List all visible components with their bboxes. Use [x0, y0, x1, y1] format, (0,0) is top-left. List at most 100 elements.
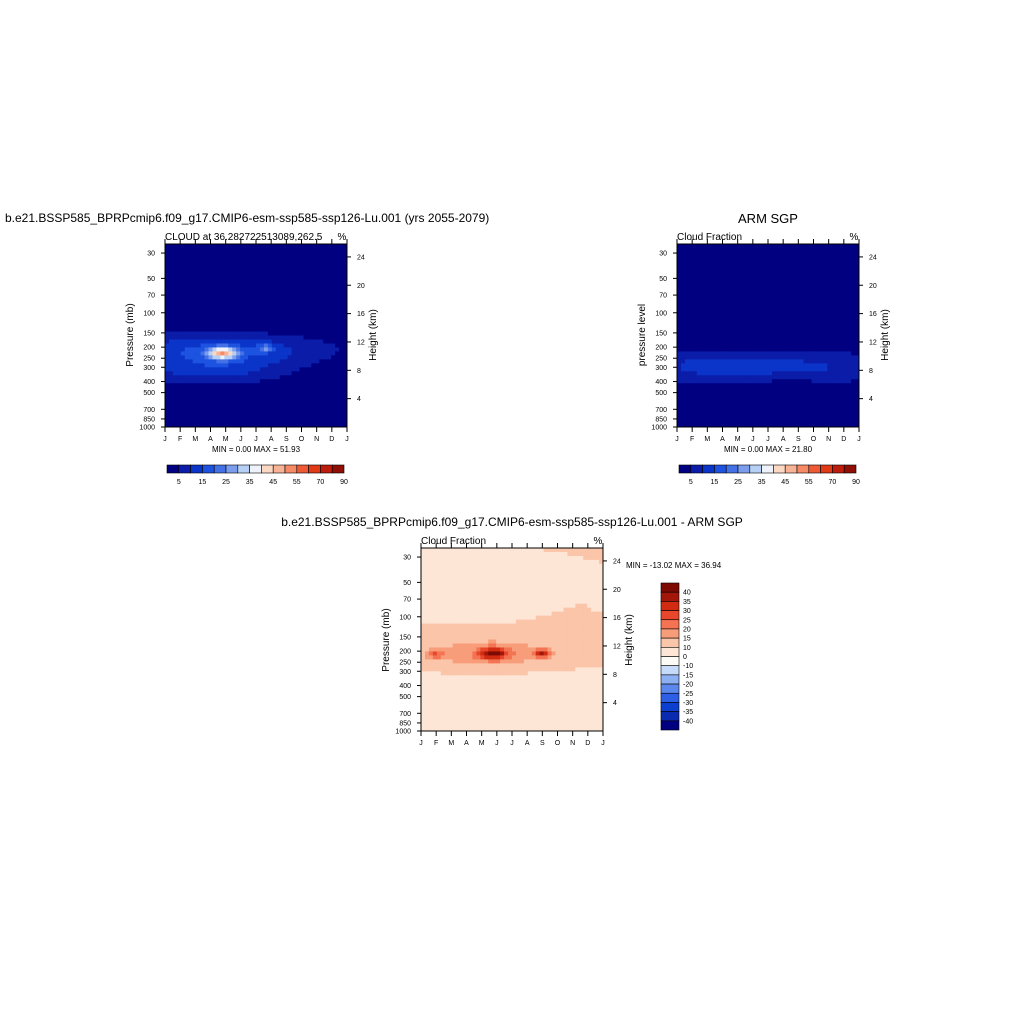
obs-cell [843, 383, 848, 388]
obs-y-tick-label: 500 [655, 390, 667, 397]
model-cell [291, 315, 297, 321]
model-cell [263, 247, 269, 253]
obs-cell [744, 247, 749, 253]
diff-cell [440, 707, 446, 712]
obs-cell [819, 367, 824, 372]
model-cell [295, 399, 301, 404]
obs-cell [775, 307, 781, 313]
model-cell [319, 343, 324, 348]
obs-cell [736, 291, 741, 297]
model-cell [307, 283, 312, 289]
diff-cell [460, 571, 466, 577]
model-cell [327, 271, 332, 277]
diff-cell [432, 719, 438, 724]
model-cell [252, 323, 257, 329]
obs-cell [728, 395, 733, 400]
model-cell [339, 315, 344, 321]
obs-cell [787, 363, 793, 368]
model-colorbar-label: 55 [293, 479, 301, 486]
model-cell [240, 331, 245, 336]
model-cell [180, 287, 186, 293]
model-cell [196, 335, 202, 340]
obs-cell [712, 299, 718, 305]
diff-cell [432, 639, 438, 644]
obs-cell [732, 407, 737, 412]
model-cell [307, 423, 312, 428]
obs-cell [851, 271, 856, 277]
model-cell [311, 295, 316, 301]
model-cell [192, 267, 198, 273]
obs-cell [736, 259, 741, 265]
obs-cell [748, 303, 753, 309]
obs-cell [736, 315, 741, 321]
obs-cell [835, 391, 840, 396]
obs-cell [748, 287, 753, 293]
obs-cell [823, 291, 828, 297]
obs-cell [752, 327, 757, 333]
model-cell [165, 379, 170, 384]
obs-cell [736, 399, 741, 404]
obs-cell [819, 415, 824, 420]
model-cell [176, 411, 182, 416]
model-cell [252, 259, 257, 265]
model-cell [176, 255, 182, 261]
model-cell [319, 303, 324, 309]
obs-cell [815, 271, 820, 277]
model-cell [184, 383, 190, 388]
model-cell [208, 331, 213, 336]
obs-cell [827, 363, 832, 368]
model-cell [176, 383, 182, 388]
model-cell [315, 283, 320, 289]
diff-cell [452, 563, 458, 569]
obs-cell [708, 279, 714, 285]
obs-cell [775, 319, 781, 325]
model-cell [204, 295, 210, 301]
obs-cell [720, 387, 725, 392]
obs-cell [768, 343, 773, 348]
obs-cell [740, 315, 745, 321]
obs-cell [783, 259, 789, 265]
obs-cell [768, 403, 773, 408]
obs-cell [791, 411, 797, 416]
diff-cell [448, 691, 454, 696]
model-cell [196, 371, 202, 376]
obs-cell [764, 395, 769, 400]
diff-cell [440, 627, 446, 633]
obs-cell [803, 287, 809, 293]
diff-cell [440, 659, 446, 664]
model-cell [259, 367, 265, 372]
obs-cell [803, 323, 809, 329]
diff-cell [436, 679, 442, 684]
model-cell [259, 303, 265, 309]
diff-cell [444, 723, 450, 728]
obs-cell [748, 383, 753, 388]
obs-cell [692, 327, 698, 333]
obs-cell [736, 339, 741, 344]
model-cell [319, 415, 324, 420]
model-cell [343, 363, 348, 368]
model-cell [200, 395, 206, 400]
model-cell [295, 315, 301, 321]
model-cell [327, 403, 332, 408]
obs-cell [708, 275, 714, 281]
obs-cell [819, 279, 824, 285]
model-cell [311, 335, 316, 340]
model-cell [232, 259, 237, 265]
model-cell [188, 383, 194, 388]
obs-cell [752, 255, 757, 261]
obs-cell [771, 307, 777, 313]
obs-cell [752, 303, 757, 309]
model-cell [331, 319, 336, 325]
model-cell [323, 335, 328, 340]
obs-cell [684, 251, 690, 257]
obs-cell [787, 419, 793, 424]
model-x-tick-label: F [178, 436, 182, 443]
diff-cell [436, 603, 442, 609]
diff-cell [424, 603, 430, 609]
model-cell [176, 267, 182, 273]
obs-cell [851, 407, 856, 412]
model-cell [200, 407, 206, 412]
obs-cell [795, 403, 801, 408]
obs-cell [811, 299, 816, 305]
diff-cell [440, 651, 446, 656]
